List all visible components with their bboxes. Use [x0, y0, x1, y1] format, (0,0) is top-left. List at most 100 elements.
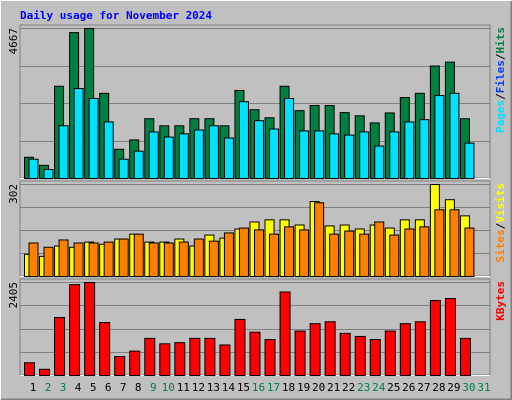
bar	[444, 298, 456, 377]
bar	[129, 350, 141, 376]
bar	[58, 125, 69, 180]
x-tick-label: 5	[90, 381, 97, 394]
legend-separator: /	[494, 222, 507, 229]
legend-entry: Hits	[494, 27, 507, 54]
legend: KBytes	[494, 281, 507, 321]
x-tick-label: 14	[222, 381, 236, 394]
x-tick-label: 2	[45, 381, 52, 394]
bar	[284, 226, 295, 278]
legend-separator: /	[494, 53, 507, 60]
x-tick-label: 7	[120, 381, 127, 394]
bar	[309, 323, 321, 376]
legend-entry: Files	[494, 60, 507, 93]
bar	[193, 129, 204, 180]
x-tick-label: 30	[462, 381, 475, 394]
bar	[103, 121, 114, 179]
x-tick-label: 3	[60, 381, 67, 394]
bar	[389, 131, 400, 179]
legend: Sites/Visits	[494, 183, 507, 263]
bar	[389, 234, 400, 277]
bar	[73, 88, 84, 179]
x-tick-label: 31	[477, 381, 490, 394]
bar	[354, 335, 366, 377]
bar	[103, 241, 114, 277]
bar	[324, 321, 336, 376]
x-tick-label: 27	[417, 381, 430, 394]
bar	[464, 227, 475, 277]
bar	[208, 240, 219, 277]
bar	[279, 291, 291, 376]
legend-entry: Pages	[494, 100, 507, 133]
x-tick-label: 13	[207, 381, 220, 394]
x-tick-label: 10	[162, 381, 175, 394]
bar	[54, 316, 66, 377]
bar	[118, 158, 129, 180]
legend-entry: Visits	[494, 183, 507, 223]
bar	[58, 239, 69, 277]
bar	[204, 337, 216, 377]
bar	[269, 128, 280, 180]
y-tick-label: 2405	[7, 282, 20, 309]
bar	[374, 145, 385, 180]
bar	[189, 337, 201, 377]
bar	[419, 226, 430, 278]
x-tick-label: 25	[387, 381, 400, 394]
bar	[69, 284, 81, 377]
x-tick-label: 23	[357, 381, 370, 394]
x-tick-label: 16	[252, 381, 265, 394]
x-tick-label: 19	[297, 381, 310, 394]
bar	[314, 130, 325, 180]
bar	[359, 233, 370, 277]
bar	[114, 356, 126, 376]
y-tick-label: 4667	[7, 28, 20, 55]
x-tick-label: 20	[312, 381, 325, 394]
bar	[404, 228, 415, 277]
bar	[88, 242, 99, 277]
bar	[163, 136, 174, 180]
bar	[299, 130, 310, 180]
x-tick-label: 21	[327, 381, 340, 394]
legend-entry: KBytes	[494, 281, 507, 321]
bar	[99, 322, 111, 376]
bar	[419, 119, 430, 179]
legend-entry: Sites	[494, 229, 507, 262]
bar	[264, 339, 276, 376]
legend: Pages/Files/Hits	[494, 27, 507, 133]
bar	[339, 332, 351, 376]
bar	[43, 246, 54, 278]
bar	[404, 121, 415, 179]
bar	[133, 150, 144, 180]
bar	[459, 337, 471, 377]
x-tick-label: 18	[282, 381, 295, 394]
x-tick-label: 4	[75, 381, 82, 394]
bar	[159, 343, 171, 376]
bar	[249, 331, 261, 376]
bar	[208, 125, 219, 180]
bar	[329, 233, 340, 277]
bar	[148, 242, 159, 277]
bar	[238, 101, 249, 179]
bar	[73, 242, 84, 277]
bar	[269, 233, 280, 277]
bar	[144, 337, 156, 377]
x-tick-label: 11	[177, 381, 190, 394]
bar	[253, 229, 264, 278]
bar	[344, 134, 355, 180]
bar	[314, 202, 325, 278]
chart-title: Daily usage for November 2024	[20, 9, 212, 22]
bar	[464, 142, 475, 180]
bar	[284, 97, 295, 179]
bar	[163, 242, 174, 277]
x-tick-label: 12	[192, 381, 205, 394]
bar	[223, 232, 234, 278]
bar	[24, 362, 35, 376]
bar	[434, 95, 445, 179]
bar	[84, 282, 96, 376]
x-tick-label: 17	[267, 381, 280, 394]
y-tick-label: 302	[7, 184, 20, 204]
bar	[219, 344, 231, 376]
x-tick-label: 6	[105, 381, 112, 394]
x-tick-label: 1	[30, 381, 37, 394]
